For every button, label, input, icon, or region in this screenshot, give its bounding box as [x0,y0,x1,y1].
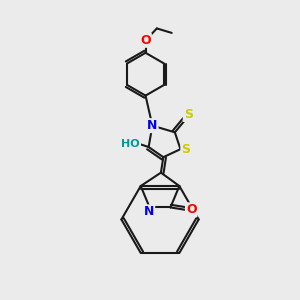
Text: N: N [147,119,158,132]
Text: HO: HO [122,139,140,149]
Text: O: O [140,34,151,47]
Text: S: S [181,143,190,156]
Text: O: O [186,203,196,216]
Text: N: N [144,206,154,218]
Text: S: S [184,108,193,121]
